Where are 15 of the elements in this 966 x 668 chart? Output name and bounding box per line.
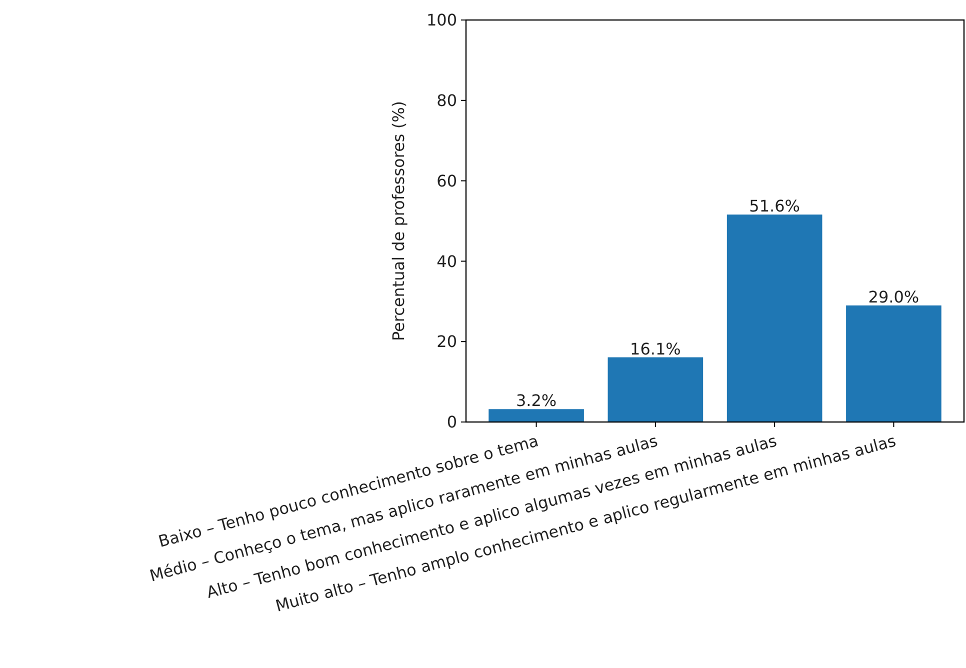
bar (726, 214, 822, 422)
y-tick-label: 80 (436, 91, 457, 110)
bar (488, 409, 584, 422)
y-axis-title: Percentual de professores (%) (389, 100, 408, 342)
data-label: 3.2% (516, 391, 557, 410)
y-tick-label: 100 (426, 10, 457, 30)
data-label: 51.6% (749, 196, 800, 216)
y-tick-label: 20 (436, 332, 457, 352)
y-tick-label: 60 (436, 171, 457, 190)
y-tick-label: 40 (436, 252, 457, 271)
data-label: 29.0% (868, 287, 920, 306)
bar (846, 305, 942, 422)
y-tick-label: 0 (446, 412, 457, 432)
data-label: 16.1% (630, 339, 681, 358)
bar (608, 357, 704, 422)
